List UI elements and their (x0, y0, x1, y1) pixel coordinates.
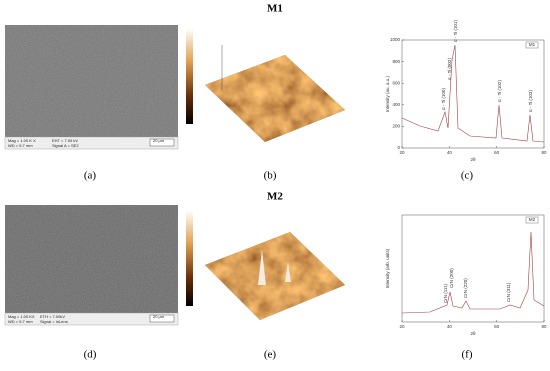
y-label: Intensity (arb. units) (385, 248, 390, 288)
xrd-curve (401, 44, 545, 143)
afm-spike (258, 250, 266, 285)
sem-text: ETH = 7.00kV (40, 314, 65, 319)
y-tick-label: 600 (392, 80, 400, 85)
y-tick-label: 1000 (390, 37, 401, 42)
sem-text: Signal = InLens (40, 319, 68, 324)
x-tick-label: 40 (447, 150, 453, 155)
x-tick-label: 20 (399, 150, 405, 155)
x-tick-label: 60 (494, 324, 500, 329)
sem-texture (5, 25, 178, 137)
peak-label: CrN (220) (463, 278, 468, 298)
y-tick-label: 200 (392, 124, 400, 129)
scale-text: 20 µm (153, 138, 165, 143)
sem-text: Mag = 1.00 KX (8, 314, 35, 319)
y-tick-label: 400 (392, 102, 400, 107)
caption: (b) (264, 170, 277, 182)
afm-texture (205, 55, 345, 142)
y-tick-label: 0 (397, 145, 400, 150)
colorbar (186, 28, 193, 124)
caption: (d) (84, 349, 97, 361)
x-tick-label: 60 (494, 150, 500, 155)
caption: (e) (264, 349, 277, 361)
x-label: 2θ (470, 157, 476, 162)
colorbar (186, 210, 193, 306)
legend-label: M1 (529, 42, 536, 47)
sem-text: WD = 5.7 mm (8, 319, 33, 324)
legend-box (525, 216, 539, 224)
afm-spike (285, 262, 291, 282)
plot-frame (401, 39, 545, 149)
sem-text: EHT = 7.00 kV (52, 138, 78, 143)
plot-frame (401, 214, 545, 323)
caption: (c) (461, 170, 474, 182)
scale-text: 20 µm (153, 314, 165, 319)
peak-label: CrN (311) (506, 282, 511, 302)
sem-info (4, 312, 179, 326)
x-tick-label: 80 (541, 324, 547, 329)
sem-info (4, 136, 179, 150)
x-tick-label: 20 (399, 324, 405, 329)
peak-label: α - Ti (100) (441, 88, 446, 110)
title: M1 (267, 3, 283, 15)
y-label: Intensity (au, a.u.) (385, 75, 390, 112)
xrd-curve (401, 231, 545, 314)
caption: (f) (462, 349, 473, 361)
title: M2 (267, 191, 283, 203)
scale-bar (149, 314, 175, 323)
x-tick-label: 80 (541, 150, 547, 155)
caption: (a) (84, 170, 97, 182)
sem-text: Mag = 1.00 K X (8, 138, 36, 143)
legend-box (525, 41, 539, 49)
x-label: 2θ (470, 331, 476, 336)
y-tick-label: 800 (392, 59, 400, 64)
legend-label: M2 (529, 217, 536, 222)
peak-label: α - Ti (102) (497, 80, 502, 102)
afm-texture (205, 232, 345, 320)
sem-texture (5, 205, 178, 313)
peak-label: CrN (111) (443, 283, 448, 303)
sem-text: WD = 5.7 mm (8, 143, 33, 148)
peak-label: α - Ti (101) (453, 20, 458, 42)
peak-label: α - Ti (103) (528, 90, 533, 112)
x-tick-label: 40 (447, 324, 453, 329)
scale-bar (149, 138, 175, 147)
peak-label: CrN (200) (449, 268, 454, 288)
peak-label: α - Ti (002) (447, 58, 452, 80)
sem-text: Signal A = SE2 (52, 143, 79, 148)
